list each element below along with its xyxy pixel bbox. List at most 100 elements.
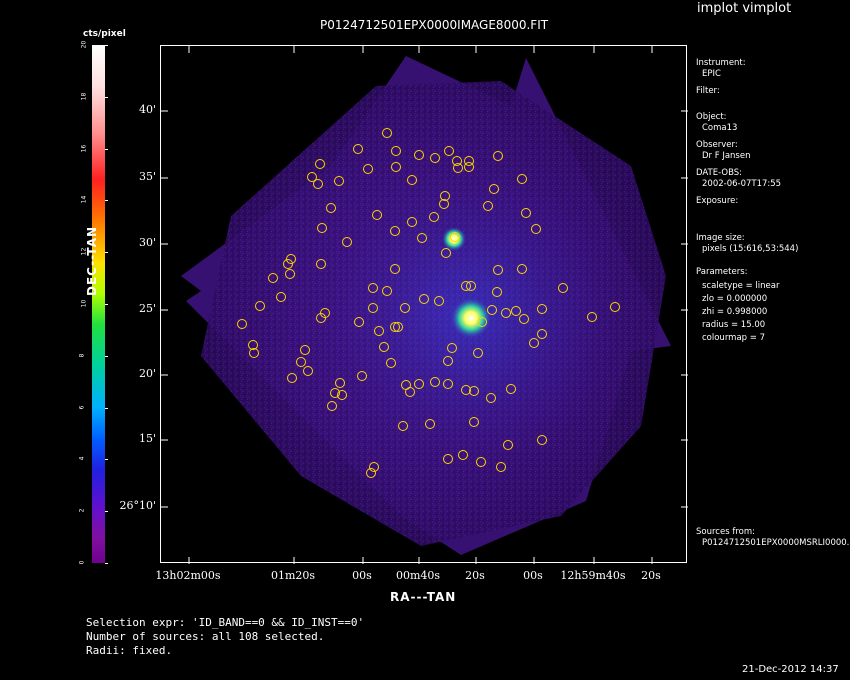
source-circle[interactable] xyxy=(440,191,450,201)
source-circle[interactable] xyxy=(492,287,502,297)
source-circle[interactable] xyxy=(453,163,463,173)
source-circle[interactable] xyxy=(521,208,531,218)
source-circle[interactable] xyxy=(368,283,378,293)
source-circle[interactable] xyxy=(316,259,326,269)
source-circle[interactable] xyxy=(366,468,376,478)
source-circle[interactable] xyxy=(493,265,503,275)
source-circle[interactable] xyxy=(316,313,326,323)
source-circle[interactable] xyxy=(439,199,449,209)
source-circle[interactable] xyxy=(400,303,410,313)
source-circle[interactable] xyxy=(286,254,296,264)
source-circle[interactable] xyxy=(405,387,415,397)
source-circle[interactable] xyxy=(419,294,429,304)
source-circle[interactable] xyxy=(443,356,453,366)
source-circle[interactable] xyxy=(529,338,539,348)
source-circle[interactable] xyxy=(353,144,363,154)
source-circle[interactable] xyxy=(313,179,323,189)
source-circle[interactable] xyxy=(276,292,286,302)
source-circle[interactable] xyxy=(444,146,454,156)
source-circle[interactable] xyxy=(519,314,529,324)
source-circle[interactable] xyxy=(493,151,503,161)
source-circle[interactable] xyxy=(283,259,293,269)
source-circle[interactable] xyxy=(537,329,547,339)
source-circle[interactable] xyxy=(450,232,460,242)
source-circle[interactable] xyxy=(363,164,373,174)
source-circle[interactable] xyxy=(390,264,400,274)
source-circle[interactable] xyxy=(537,435,547,445)
source-circle[interactable] xyxy=(335,378,345,388)
source-circle[interactable] xyxy=(466,281,476,291)
source-circle[interactable] xyxy=(300,345,310,355)
source-circle[interactable] xyxy=(268,273,278,283)
source-circle[interactable] xyxy=(237,319,247,329)
source-circle[interactable] xyxy=(464,162,474,172)
source-circle[interactable] xyxy=(458,450,468,460)
source-circle[interactable] xyxy=(434,296,444,306)
source-circle[interactable] xyxy=(477,317,487,327)
source-circle[interactable] xyxy=(429,212,439,222)
source-circle[interactable] xyxy=(430,377,440,387)
source-circle[interactable] xyxy=(469,386,479,396)
source-circle[interactable] xyxy=(447,343,457,353)
source-circle[interactable] xyxy=(417,233,427,243)
image-plot[interactable] xyxy=(160,45,688,564)
source-circle[interactable] xyxy=(537,304,547,314)
source-circle[interactable] xyxy=(390,226,400,236)
source-circle[interactable] xyxy=(382,128,392,138)
source-circle[interactable] xyxy=(393,322,403,332)
source-circle[interactable] xyxy=(391,146,401,156)
source-circle[interactable] xyxy=(315,159,325,169)
source-circle[interactable] xyxy=(307,172,317,182)
source-circle[interactable] xyxy=(486,393,496,403)
source-circle[interactable] xyxy=(248,340,258,350)
source-circle[interactable] xyxy=(390,322,400,332)
source-circle[interactable] xyxy=(317,223,327,233)
source-circle[interactable] xyxy=(414,379,424,389)
source-circle[interactable] xyxy=(255,301,265,311)
source-circle[interactable] xyxy=(517,174,527,184)
source-circle[interactable] xyxy=(414,150,424,160)
source-circle[interactable] xyxy=(587,312,597,322)
source-circle[interactable] xyxy=(379,342,389,352)
source-circle[interactable] xyxy=(483,201,493,211)
source-circle[interactable] xyxy=(461,385,471,395)
source-circle[interactable] xyxy=(430,153,440,163)
source-circle[interactable] xyxy=(496,462,506,472)
source-circle[interactable] xyxy=(506,384,516,394)
source-circle[interactable] xyxy=(610,302,620,312)
source-circle[interactable] xyxy=(407,175,417,185)
source-circle[interactable] xyxy=(443,454,453,464)
source-circle[interactable] xyxy=(473,348,483,358)
source-circle[interactable] xyxy=(296,357,306,367)
source-circle[interactable] xyxy=(334,176,344,186)
source-circle[interactable] xyxy=(337,390,347,400)
source-circle[interactable] xyxy=(382,286,392,296)
source-circle[interactable] xyxy=(407,217,417,227)
source-circle[interactable] xyxy=(303,366,313,376)
source-circle[interactable] xyxy=(287,373,297,383)
source-circle[interactable] xyxy=(531,224,541,234)
source-circle[interactable] xyxy=(354,317,364,327)
source-circle[interactable] xyxy=(372,210,382,220)
source-circle[interactable] xyxy=(374,326,384,336)
source-circle[interactable] xyxy=(517,264,527,274)
source-circle[interactable] xyxy=(398,421,408,431)
source-circle[interactable] xyxy=(558,283,568,293)
source-circle[interactable] xyxy=(425,419,435,429)
source-circle[interactable] xyxy=(327,401,337,411)
source-circle[interactable] xyxy=(386,358,396,368)
source-circle[interactable] xyxy=(452,156,462,166)
source-circle[interactable] xyxy=(342,237,352,247)
source-circle[interactable] xyxy=(441,248,451,258)
source-circle[interactable] xyxy=(357,371,367,381)
source-circle[interactable] xyxy=(469,417,479,427)
source-circle[interactable] xyxy=(391,162,401,172)
source-circle[interactable] xyxy=(476,457,486,467)
source-circle[interactable] xyxy=(501,308,511,318)
source-circle[interactable] xyxy=(461,281,471,291)
source-circle[interactable] xyxy=(369,462,379,472)
source-circle[interactable] xyxy=(368,303,378,313)
source-circle[interactable] xyxy=(511,306,521,316)
source-circle[interactable] xyxy=(503,440,513,450)
source-circle[interactable] xyxy=(487,305,497,315)
